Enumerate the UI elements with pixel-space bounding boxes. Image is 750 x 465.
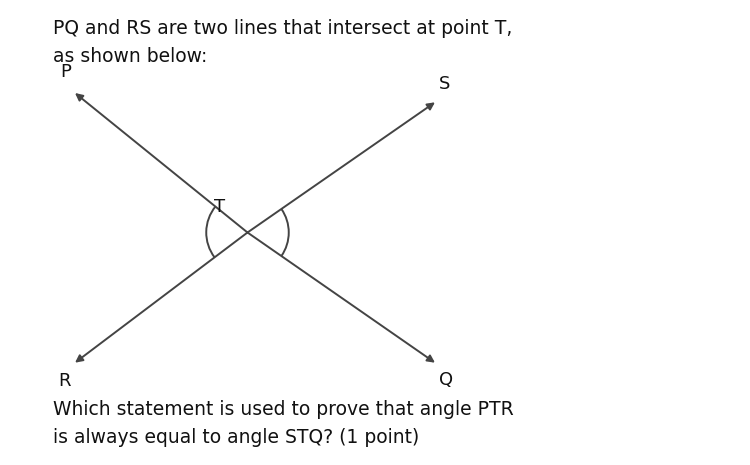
Text: Which statement is used to prove that angle PTR
is always equal to angle STQ? (1: Which statement is used to prove that an… <box>53 400 513 447</box>
Text: Q: Q <box>439 371 453 389</box>
Text: P: P <box>60 63 71 81</box>
Text: PQ and RS are two lines that intersect at point T,
as shown below:: PQ and RS are two lines that intersect a… <box>53 19 512 66</box>
Text: S: S <box>439 75 450 93</box>
Text: R: R <box>58 372 71 390</box>
Text: T: T <box>214 198 225 216</box>
